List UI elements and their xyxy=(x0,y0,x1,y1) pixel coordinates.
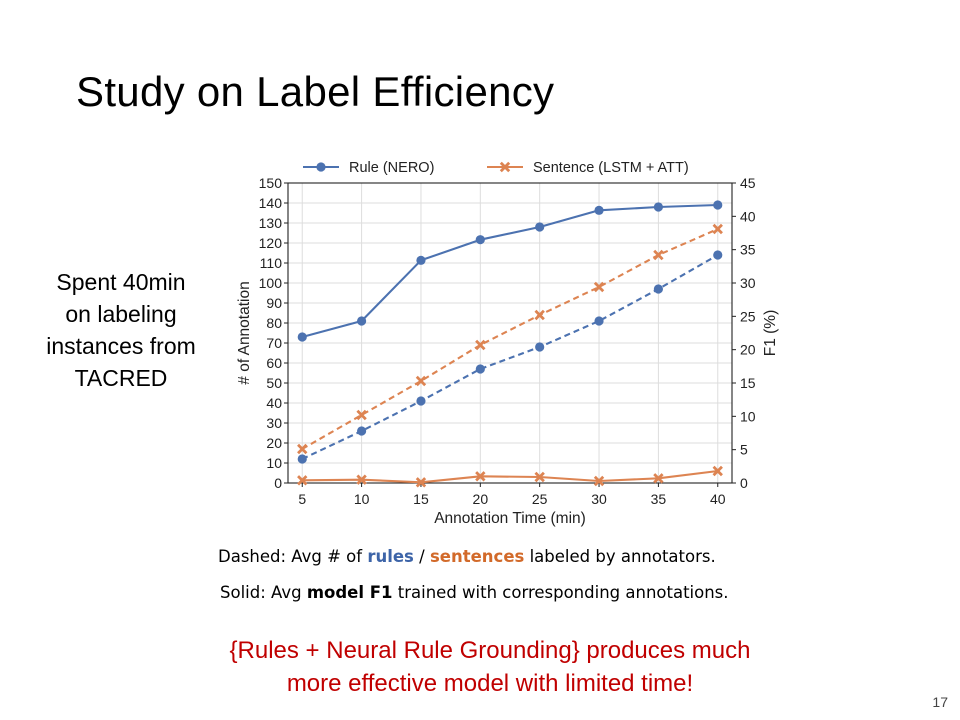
x-tick-label: 35 xyxy=(651,491,667,507)
y-left-tick-label: 20 xyxy=(266,435,282,451)
caption-sentences-word: sentences xyxy=(429,547,525,566)
y-left-tick-label: 80 xyxy=(266,315,282,331)
rule-annotations-point xyxy=(357,426,367,436)
x-tick-label: 25 xyxy=(532,491,548,507)
x-tick-label: 15 xyxy=(413,491,429,507)
caption-separator: / xyxy=(413,547,430,566)
x-tick-label: 30 xyxy=(591,491,607,507)
conclusion-line: {Rules + Neural Rule Grounding} produces… xyxy=(229,637,751,664)
y-right-tick-label: 35 xyxy=(740,242,756,258)
side-note-line: on labeling xyxy=(65,301,177,327)
sentence-annotations-point xyxy=(297,443,308,455)
sentence-annotations-line xyxy=(301,228,719,450)
sentence-f1-line xyxy=(302,469,718,484)
rule-f1-point xyxy=(535,222,545,232)
rule-annotations-point xyxy=(594,316,604,326)
y-left-tick-label: 140 xyxy=(259,195,283,211)
plot-frame xyxy=(287,182,733,484)
sentence-f1-point xyxy=(415,477,427,488)
x-tick-label: 20 xyxy=(473,491,489,507)
sentence-f1-point xyxy=(356,474,367,485)
x-axis-label: Annotation Time (min) xyxy=(434,510,586,527)
rule-f1-point xyxy=(297,332,307,342)
y-left-tick-label: 150 xyxy=(259,175,283,191)
y-right-tick-label: 40 xyxy=(740,208,756,224)
page-number: 17 xyxy=(932,694,948,710)
y-right-tick-label: 20 xyxy=(740,342,756,358)
caption-solid-prefix: Solid: Avg xyxy=(220,583,307,602)
rule-f1-point xyxy=(594,205,604,215)
caption-dashed-prefix: Dashed: Avg # of xyxy=(218,547,368,566)
side-note: Spent 40min on labeling instances from T… xyxy=(28,266,214,394)
y-left-tick-label: 40 xyxy=(266,395,282,411)
x-tick-label: 5 xyxy=(298,491,306,507)
sentence-annotations-point xyxy=(534,309,545,321)
y-left-tick-label: 110 xyxy=(260,255,283,271)
y-left-tick-label: 30 xyxy=(266,415,282,431)
sentence-f1-point xyxy=(712,465,723,477)
rule-f1-point xyxy=(653,202,663,212)
caption-rules-word: rules xyxy=(367,547,414,566)
rule-f1-point xyxy=(713,200,723,210)
legend-swatch-marker xyxy=(499,161,511,173)
side-note-line: TACRED xyxy=(74,365,168,391)
rule-annotations-point xyxy=(475,364,485,374)
y-left-tick-label: 90 xyxy=(266,295,282,311)
y-left-tick-label: 0 xyxy=(274,475,282,491)
rule-annotations-line xyxy=(301,254,719,460)
y-left-tick-label: 100 xyxy=(259,275,283,291)
y-right-axis-label: F1 (%) xyxy=(762,310,779,357)
y-right-tick-label: 0 xyxy=(740,475,748,491)
y-left-tick-label: 50 xyxy=(266,375,282,391)
sentence-f1-point xyxy=(297,475,308,486)
side-note-line: Spent 40min xyxy=(56,269,186,295)
sentence-f1-point xyxy=(475,471,486,482)
y-left-tick-label: 120 xyxy=(259,235,283,251)
rule-f1-line xyxy=(301,203,718,339)
sentence-f1-point xyxy=(593,475,605,487)
sentence-annotations-point xyxy=(653,249,664,261)
sentence-f1-point xyxy=(534,471,545,483)
rule-f1-point xyxy=(475,235,485,245)
sentence-annotations-point xyxy=(475,339,486,351)
y-left-tick-label: 70 xyxy=(266,335,282,351)
rule-annotations-point xyxy=(713,250,723,260)
caption-model-f1: model F1 xyxy=(306,583,393,602)
sentence-f1-point xyxy=(653,473,664,484)
y-left-tick-label: 60 xyxy=(266,355,282,371)
y-left-axis-label: # of Annotation xyxy=(236,281,253,384)
legend-label: Rule (NERO) xyxy=(349,160,434,176)
rule-annotations-point xyxy=(416,396,426,406)
caption-solid-suffix: trained with corresponding annotations. xyxy=(392,583,729,602)
rule-annotations-point xyxy=(297,454,307,464)
rule-f1-point xyxy=(416,255,426,265)
side-note-line: instances from xyxy=(46,333,196,359)
y-right-tick-label: 30 xyxy=(740,275,756,291)
y-right-tick-label: 25 xyxy=(740,308,756,324)
y-left-tick-label: 130 xyxy=(259,215,283,231)
sentence-annotations-point xyxy=(712,223,723,235)
rule-f1-point xyxy=(357,316,367,326)
caption-dashed-suffix: labeled by annotators. xyxy=(524,547,716,566)
y-left-tick-label: 10 xyxy=(266,455,282,471)
y-right-tick-label: 5 xyxy=(740,442,748,458)
legend-label: Sentence (LSTM + ATT) xyxy=(533,160,689,176)
sentence-annotations-point xyxy=(415,375,427,387)
legend-swatch-marker xyxy=(316,162,326,172)
caption-dashed: Dashed: Avg # of rules / sentences label… xyxy=(218,547,716,566)
label-efficiency-chart: 0102030405060708090100110120130140150051… xyxy=(236,160,779,527)
y-right-tick-label: 15 xyxy=(740,375,756,391)
y-right-tick-label: 10 xyxy=(740,408,756,424)
sentence-annotations-point xyxy=(356,409,367,421)
x-tick-label: 10 xyxy=(354,491,370,507)
x-tick-label: 40 xyxy=(710,491,726,507)
sentence-annotations-point xyxy=(593,281,605,293)
conclusion-line: more effective model with limited time! xyxy=(286,670,694,697)
y-right-tick-label: 45 xyxy=(740,175,756,191)
rule-annotations-point xyxy=(653,284,663,294)
slide-title: Study on Label Efficiency xyxy=(76,68,555,115)
caption-solid: Solid: Avg model F1 trained with corresp… xyxy=(220,583,729,602)
rule-annotations-point xyxy=(535,342,545,352)
conclusion-text: {Rules + Neural Rule Grounding} produces… xyxy=(170,634,810,700)
